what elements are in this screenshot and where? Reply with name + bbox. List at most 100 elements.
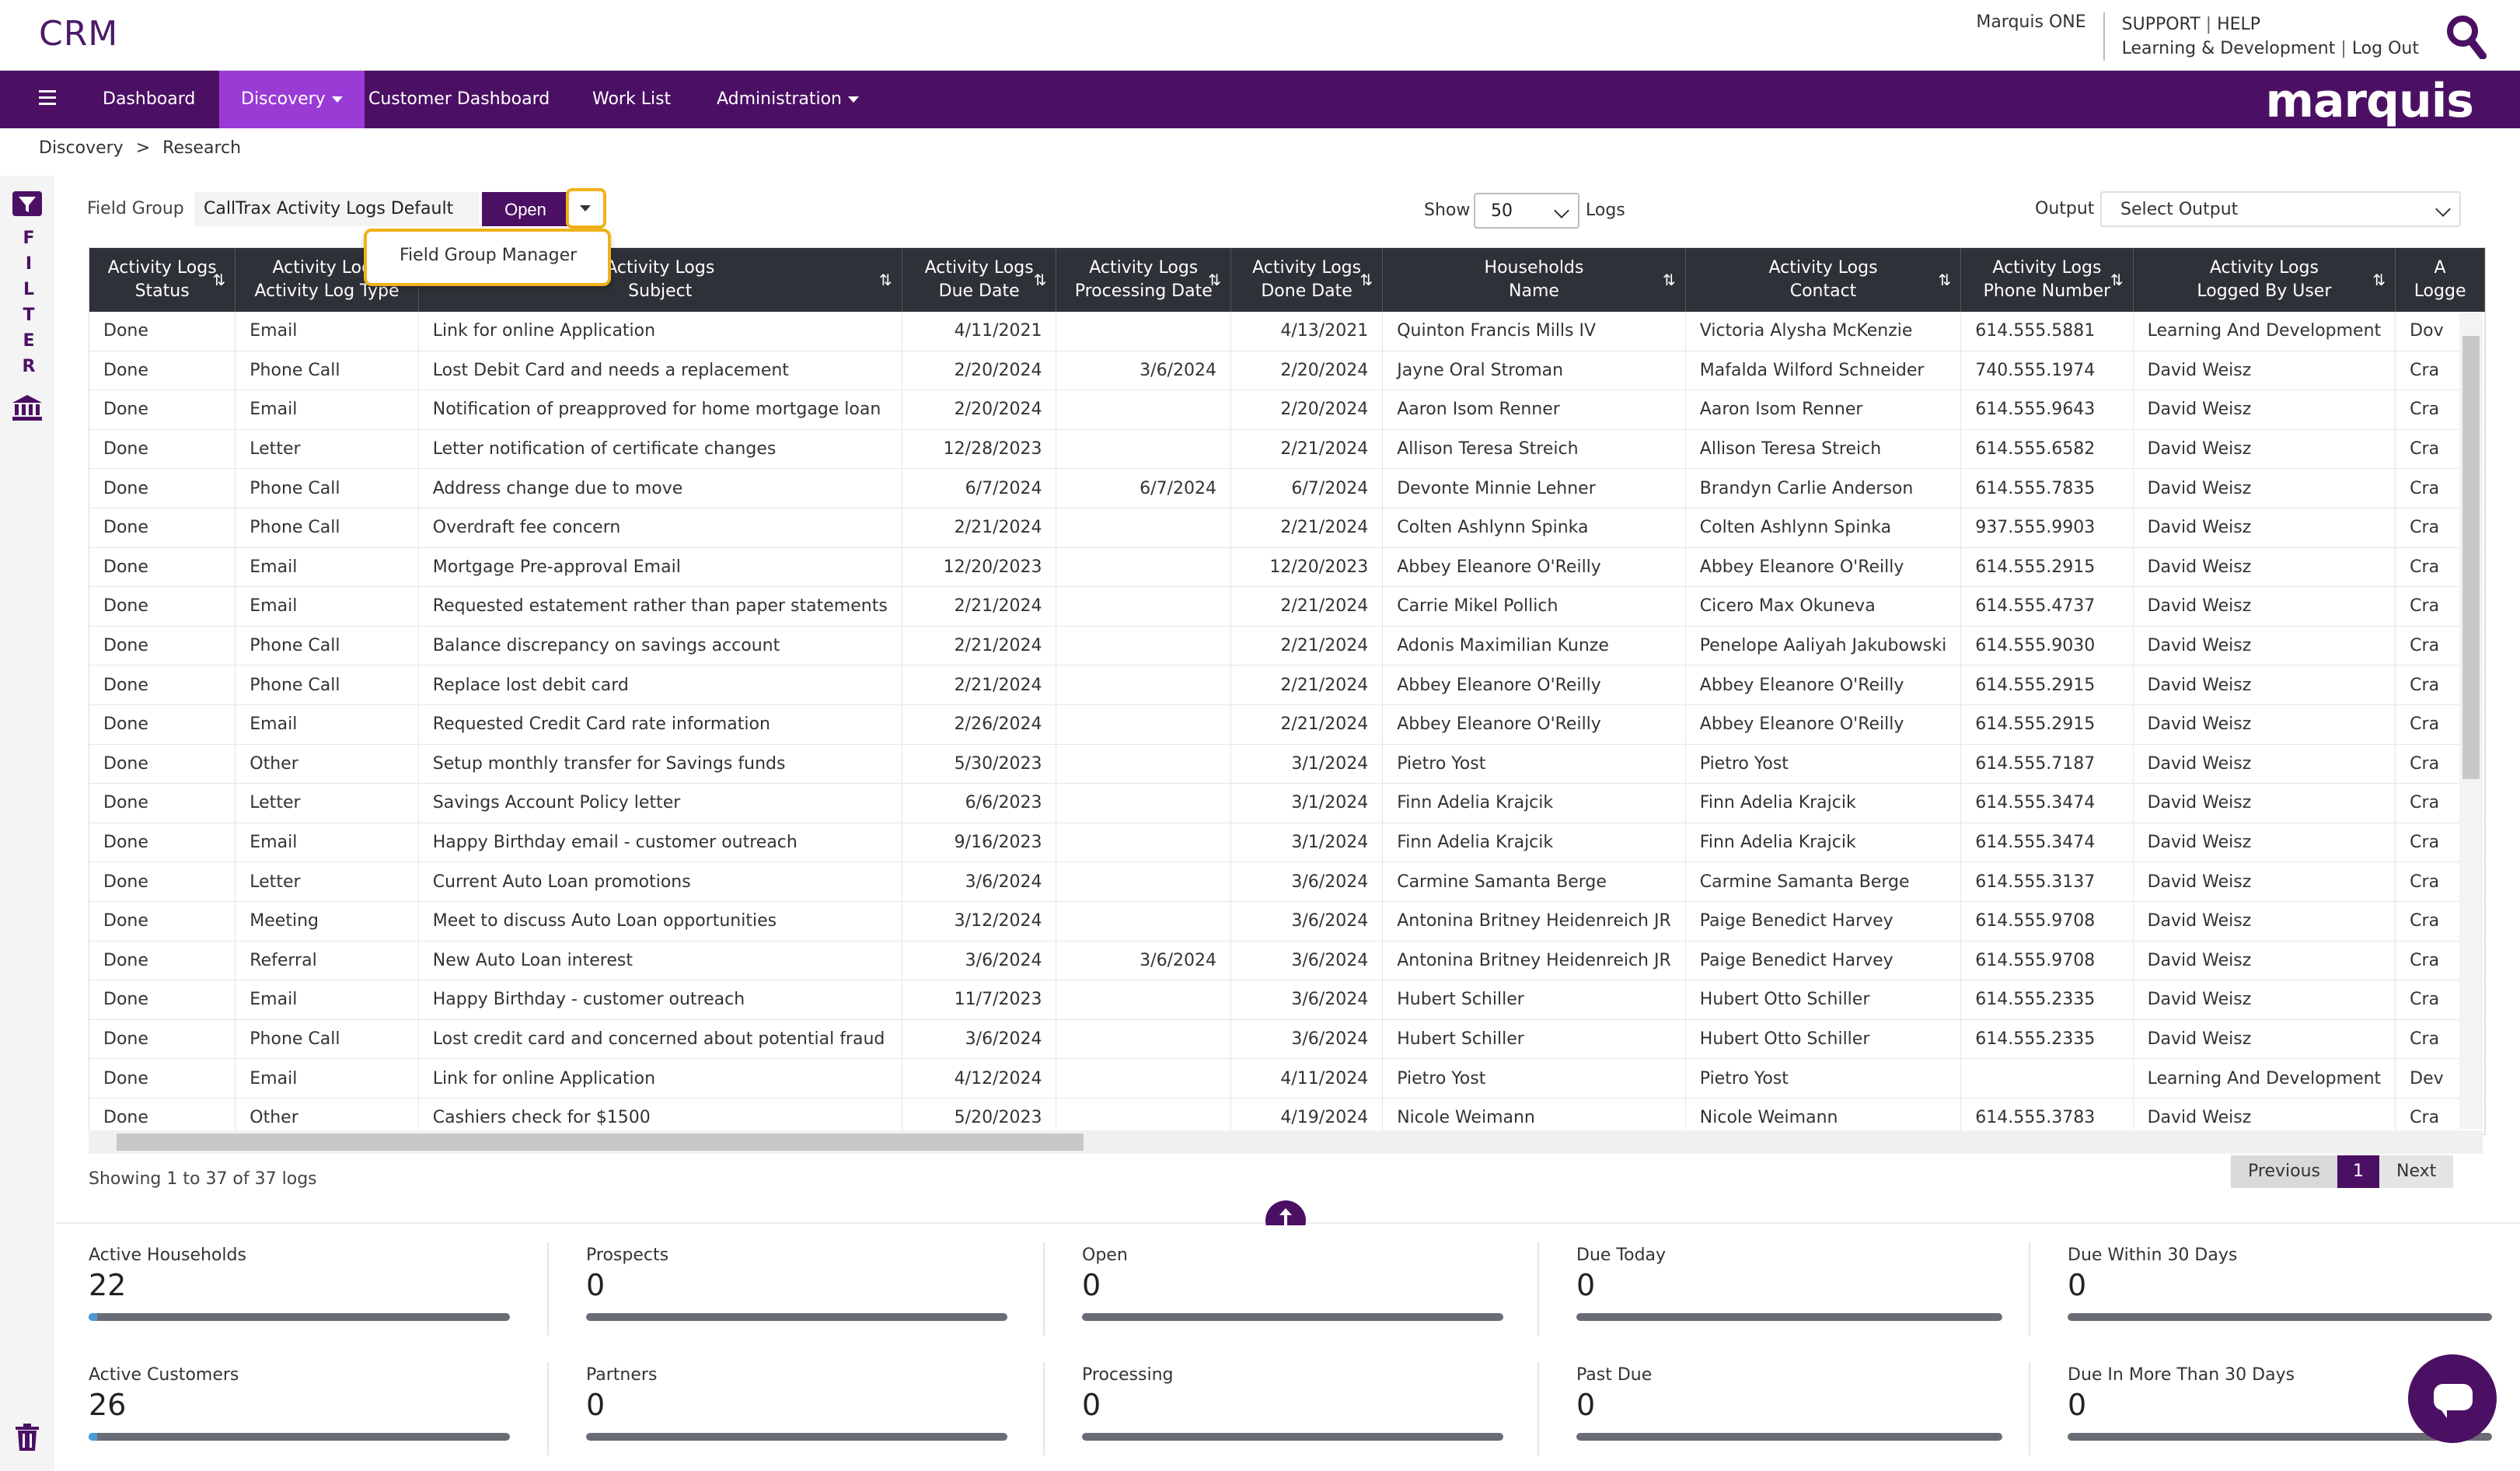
field-group-dropdown-toggle[interactable]: [566, 188, 606, 229]
table-row[interactable]: Done Phone Call Balance discrepancy on sav…: [89, 626, 2485, 666]
breadcrumb-root[interactable]: Discovery: [39, 138, 124, 158]
table-cell: Done: [89, 626, 236, 666]
table-row[interactable]: Done Other Setup monthly transfer for Savi…: [89, 744, 2485, 784]
column-header[interactable]: Households Name ⇅: [1382, 248, 1686, 312]
field-group-manager-item[interactable]: Field Group Manager: [400, 246, 578, 265]
stat-card[interactable]: Active Households 22: [89, 1246, 510, 1321]
page-1-button[interactable]: 1: [2337, 1155, 2379, 1188]
table-cell: Done: [89, 312, 236, 351]
field-group-input[interactable]: CallTrax Activity Logs Default: [194, 192, 479, 226]
table-row[interactable]: Done Referral New Auto Loan interest 3/6/20…: [89, 941, 2485, 981]
support-link[interactable]: SUPPORT: [2121, 15, 2201, 34]
table-row[interactable]: Done Email Link for online Application 4/12…: [89, 1058, 2485, 1099]
stat-card[interactable]: Processing 0: [1082, 1365, 1503, 1441]
table-row[interactable]: Done Email Happy Birthday - customer outre…: [89, 980, 2485, 1020]
output-select[interactable]: Select Output: [2100, 191, 2461, 227]
stat-card[interactable]: Partners 0: [586, 1365, 1007, 1441]
table-row[interactable]: Done Letter Current Auto Loan promotions 3/…: [89, 861, 2485, 902]
page-size-select[interactable]: 50: [1474, 193, 1579, 229]
stat-card[interactable]: Active Customers 26: [89, 1365, 510, 1441]
learning-link[interactable]: Learning & Development: [2121, 39, 2336, 58]
column-header[interactable]: Activity Logs Due Date ⇅: [902, 248, 1057, 312]
table-cell: David Weisz: [2133, 429, 2396, 470]
table-row[interactable]: Done Email Requested estatement rather tha…: [89, 586, 2485, 627]
sort-icon[interactable]: ⇅: [1663, 271, 1676, 289]
bank-icon[interactable]: [11, 393, 44, 421]
column-header[interactable]: A Logge: [2395, 248, 2485, 312]
stat-card[interactable]: Open 0: [1082, 1246, 1503, 1321]
table-row[interactable]: Done Phone Call Replace lost debit card 2/2…: [89, 665, 2485, 705]
chevron-down-icon: [2435, 201, 2451, 217]
filter-icon[interactable]: [12, 191, 42, 216]
table-row[interactable]: Done Letter Savings Account Policy letter 6…: [89, 783, 2485, 823]
stat-separator: [1043, 1362, 1045, 1455]
column-header[interactable]: Activity Logs Processing Date ⇅: [1056, 248, 1231, 312]
table-row[interactable]: Done Phone Call Address change due to move…: [89, 468, 2485, 508]
table-row[interactable]: Done Phone Call Lost credit card and conce…: [89, 1019, 2485, 1060]
next-button[interactable]: Next: [2379, 1155, 2454, 1188]
stat-card[interactable]: Due Within 30 Days 0: [2068, 1246, 2492, 1321]
stat-card[interactable]: Due Today 0: [1576, 1246, 2002, 1321]
table-cell: Done: [89, 586, 236, 627]
table-row[interactable]: Done Email Happy Birthday email - customer…: [89, 823, 2485, 863]
sort-icon[interactable]: ⇅: [2110, 271, 2124, 289]
table-row[interactable]: Done Other Cashiers check for $1500 5/20/20…: [89, 1098, 2485, 1134]
table-cell: Done: [89, 744, 236, 784]
table-cell: Carmine Samanta Berge: [1685, 861, 1962, 902]
org-name[interactable]: Marquis ONE: [1976, 12, 2105, 61]
table-row[interactable]: Done Phone Call Lost Debit Card and needs …: [89, 351, 2485, 391]
stat-card[interactable]: Due In More Than 30 Days 0: [2068, 1365, 2492, 1441]
open-button[interactable]: Open: [482, 192, 569, 226]
table-cell: Email: [235, 1058, 419, 1099]
column-header[interactable]: Activity Logs Phone Number ⇅: [1960, 248, 2134, 312]
table-cell: 2/21/2024: [1230, 626, 1384, 666]
sort-icon[interactable]: ⇅: [1938, 271, 1952, 289]
table-cell: David Weisz: [2133, 468, 2396, 508]
table-row[interactable]: Done Phone Call Overdraft fee concern 2/21/…: [89, 508, 2485, 548]
table-cell: David Weisz: [2133, 1098, 2396, 1134]
column-header[interactable]: Activity Logs Status ⇅: [89, 248, 236, 312]
search-icon[interactable]: [2444, 14, 2487, 59]
logout-link[interactable]: Log Out: [2351, 39, 2419, 58]
menu-icon[interactable]: [39, 90, 56, 106]
column-header[interactable]: Activity Logs Logged By User ⇅: [2133, 248, 2396, 312]
nav-discovery[interactable]: Discovery: [219, 71, 365, 128]
table-cell: Hubert Schiller: [1382, 1019, 1686, 1060]
sort-icon[interactable]: ⇅: [2372, 271, 2386, 289]
nav-administration[interactable]: Administration: [695, 71, 881, 128]
table-row[interactable]: Done Meeting Meet to discuss Auto Loan opp…: [89, 901, 2485, 942]
column-header[interactable]: Activity Logs Done Date ⇅: [1230, 248, 1384, 312]
stat-value: 0: [1576, 1388, 1596, 1422]
nav-customer-dashboard[interactable]: Customer Dashboard: [368, 89, 550, 109]
table-row[interactable]: Done Letter Letter notification of certifi…: [89, 429, 2485, 470]
table-row[interactable]: Done Email Link for online Application 4/11…: [89, 312, 2485, 351]
sort-icon[interactable]: ⇅: [1359, 271, 1373, 289]
table-cell: 9/16/2023: [902, 823, 1057, 863]
sort-icon[interactable]: ⇅: [1033, 271, 1047, 289]
table-cell: 12/28/2023: [902, 429, 1057, 470]
nav-work-list[interactable]: Work List: [592, 89, 672, 109]
stat-card[interactable]: Prospects 0: [586, 1246, 1007, 1321]
table-row[interactable]: Done Email Requested Credit Card rate info…: [89, 704, 2485, 745]
vertical-scrollbar[interactable]: [2459, 313, 2483, 1129]
top-links: Marquis ONE SUPPORT | HELP Learning & De…: [1976, 12, 2419, 61]
table-cell: David Weisz: [2133, 665, 2396, 705]
table-cell: Email: [235, 390, 419, 430]
sort-icon[interactable]: ⇅: [879, 271, 892, 289]
stat-card[interactable]: Past Due 0: [1576, 1365, 2002, 1441]
previous-button[interactable]: Previous: [2231, 1155, 2337, 1188]
sort-icon[interactable]: ⇅: [212, 271, 226, 289]
horizontal-scrollbar[interactable]: [89, 1130, 2483, 1154]
table-cell: Done: [89, 390, 236, 430]
table-cell: 2/21/2024: [902, 626, 1057, 666]
table-row[interactable]: Done Email Notification of preapproved for…: [89, 390, 2485, 430]
column-header[interactable]: Activity Logs Contact ⇅: [1685, 248, 1962, 312]
chat-button[interactable]: [2408, 1354, 2497, 1443]
table-row[interactable]: Done Email Mortgage Pre-approval Email 12/2…: [89, 547, 2485, 588]
trash-icon[interactable]: [14, 1423, 40, 1452]
sort-icon[interactable]: ⇅: [1208, 271, 1221, 289]
nav-dashboard[interactable]: Dashboard: [103, 89, 196, 109]
stat-progress-bar: [1082, 1433, 1503, 1441]
help-link[interactable]: HELP: [2217, 15, 2261, 34]
